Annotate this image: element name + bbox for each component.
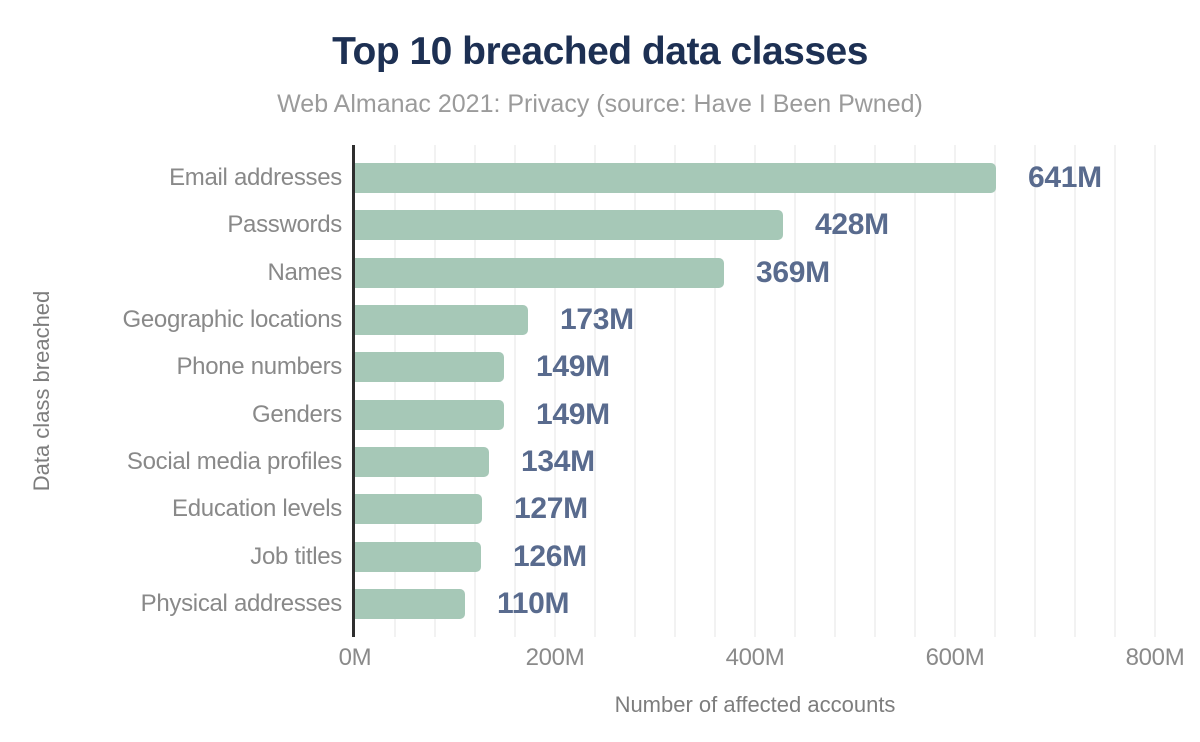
bar [355,163,996,193]
bar-row: Geographic locations 173M [123,302,1180,336]
category-label: Physical addresses [140,589,343,617]
category-label: Job titles [250,542,342,570]
bar [355,304,528,335]
category-label: Passwords [227,211,342,239]
bar-row: Physical addresses 110M [141,586,1180,620]
bar [355,588,465,619]
gridline [514,145,516,637]
gridline [794,145,796,637]
category-label: Names [267,258,342,286]
value-label: 110M [497,586,570,620]
gridline [914,145,916,637]
gridline [954,145,956,637]
gridline [834,145,836,637]
bar-row: Email addresses 641M [169,161,1180,194]
gridline [1074,145,1076,637]
x-axis-title: Number of affected accounts [614,692,896,717]
value-label: 641M [1028,161,1102,194]
gridline [634,145,636,637]
value-label: 134M [521,444,595,478]
bar [355,494,482,525]
bar-rows: Email addresses 641M Passwords 428M Names 369… [123,145,1180,637]
y-axis-line [352,145,355,637]
gridline [554,145,556,637]
x-tick-label: 800M [1125,644,1185,671]
bar-row: Education levels 127M [172,492,1180,526]
category-label: Geographic locations [122,305,343,333]
category-label: Genders [252,400,342,428]
bar-row: Genders 149M [252,397,1180,431]
bar [355,210,783,241]
x-tick-label: 600M [925,644,985,671]
bar [355,257,724,288]
x-axis-ticks: 0M 200M 400M 600M 800M [339,644,1185,672]
x-tick-label: 0M [338,644,372,671]
x-tick-label: 400M [725,644,785,671]
category-label: Email addresses [169,164,342,191]
gridline [1114,145,1116,637]
value-label: 428M [815,208,889,242]
bar-row: Names 369M [267,255,1180,289]
value-label: 126M [513,539,587,573]
gridline [994,145,996,637]
gridline [474,145,476,637]
x-tick-label: 200M [525,644,585,671]
gridline [714,145,716,637]
bar-row: Social media profiles 134M [127,444,1180,478]
gridline [874,145,876,637]
bar-row: Job titles 126M [250,539,1180,573]
category-label: Education levels [172,495,342,523]
gridline [674,145,676,637]
value-label: 369M [756,255,830,289]
value-label: 149M [536,397,610,431]
category-label: Social media profiles [126,447,342,475]
value-label: 127M [514,492,588,526]
gridline [394,145,396,637]
gridline [594,145,596,637]
value-label: 149M [536,350,610,384]
bar [355,541,481,572]
category-label: Phone numbers [176,353,342,381]
chart-title: Top 10 breached data classes [332,30,868,73]
bar [355,446,489,477]
gridline [434,145,436,637]
bar [355,352,504,383]
gridline [1034,145,1036,637]
plot-area: Email addresses 641M Passwords 428M Names 369… [123,145,1180,637]
bar-row: Passwords 428M [227,208,1180,242]
value-label: 173M [560,302,634,336]
y-axis-title: Data class breached [29,290,54,492]
bar-row: Phone numbers 149M [176,350,1180,384]
gridline [754,145,756,637]
bar [355,399,504,430]
gridline [1154,145,1156,637]
chart-subtitle: Web Almanac 2021: Privacy (source: Have … [277,90,923,118]
